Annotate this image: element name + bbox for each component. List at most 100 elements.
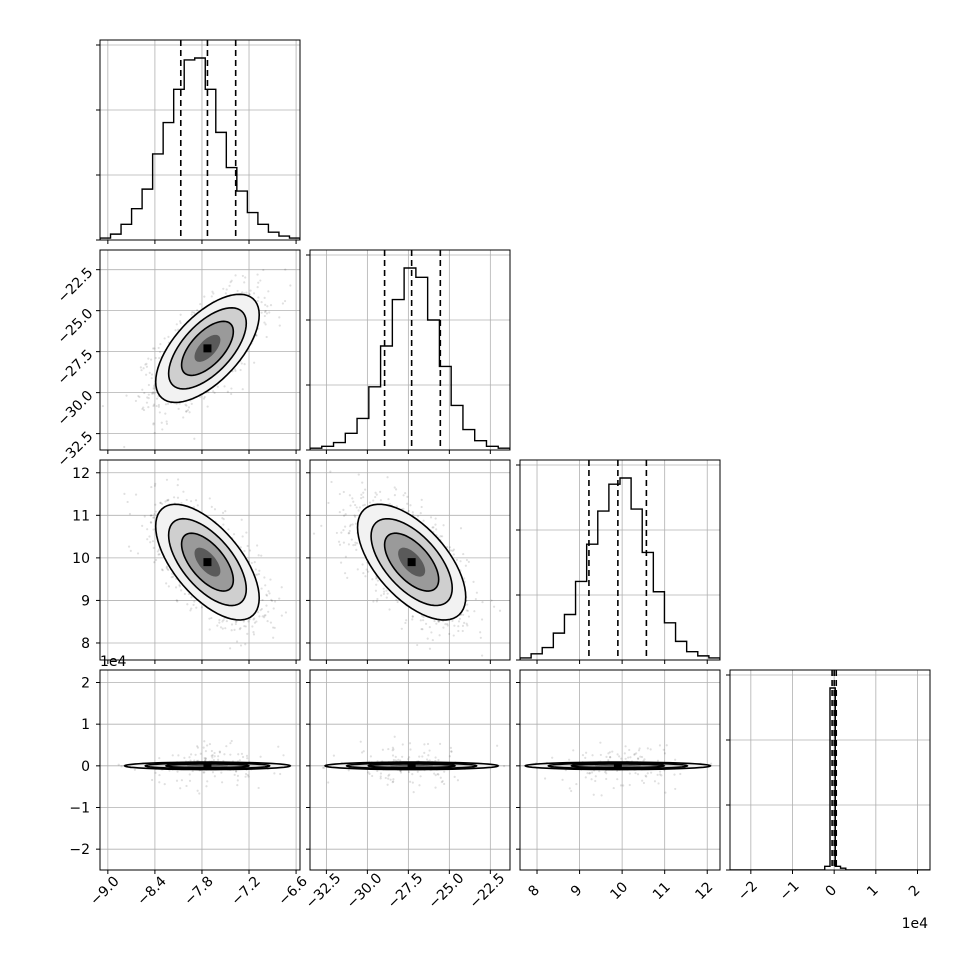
- scatter-point: [189, 759, 192, 762]
- scatter-point: [452, 548, 456, 551]
- scatter-point: [182, 416, 185, 419]
- scatter-point: [185, 404, 188, 407]
- panel-frame: [99, 459, 301, 661]
- scatter-point: [466, 609, 469, 612]
- scatter-point: [269, 303, 273, 307]
- scatter-point: [264, 584, 267, 587]
- scatter-point: [165, 478, 169, 481]
- scatter-point: [203, 295, 206, 298]
- scatter-point: [272, 636, 275, 639]
- scatter-point: [263, 296, 266, 299]
- scatter-point: [230, 387, 233, 390]
- density-peak: [407, 558, 416, 567]
- scatter-point: [437, 620, 440, 623]
- scatter-point: [216, 624, 219, 627]
- scatter-point: [165, 582, 168, 585]
- scatter-point: [382, 587, 385, 590]
- scatter-point: [350, 538, 353, 541]
- scatter-point: [337, 540, 341, 543]
- scatter-point: [268, 311, 271, 314]
- scatter-point: [385, 589, 388, 592]
- scatter-point: [365, 568, 368, 571]
- scatter-point: [374, 495, 377, 499]
- scatter-point: [349, 504, 352, 507]
- scatter-point: [165, 565, 169, 568]
- scatter-point: [461, 624, 465, 627]
- scatter-point: [188, 411, 191, 414]
- contour-line: [154, 293, 261, 404]
- scatter-point: [204, 759, 207, 762]
- scatter-point: [354, 503, 357, 507]
- scatter-point: [420, 505, 423, 509]
- scatter-point: [434, 517, 437, 520]
- scatter-point: [256, 573, 259, 576]
- scatter-point: [208, 628, 211, 631]
- scatter-point: [160, 421, 163, 424]
- scatter-point: [245, 291, 248, 294]
- panel-inner: [100, 40, 300, 240]
- scatter-point: [281, 302, 284, 305]
- scatter-point: [264, 309, 267, 313]
- scatter-point: [264, 614, 267, 617]
- scatter-point: [211, 290, 214, 293]
- panel-inner: [100, 250, 300, 450]
- scatter-point: [175, 779, 179, 782]
- scatter-point: [241, 291, 244, 294]
- scatter-point: [451, 549, 454, 552]
- scatter-point: [420, 627, 423, 631]
- scatter-point: [252, 630, 255, 634]
- scatter-point: [152, 387, 155, 390]
- scatter-point: [406, 502, 409, 505]
- scatter-point: [406, 495, 409, 498]
- scatter-point: [498, 609, 502, 612]
- scatter-point: [126, 500, 129, 504]
- scatter-point: [407, 509, 410, 513]
- scatter-point: [402, 507, 405, 510]
- scatter-point: [160, 568, 164, 571]
- scatter-point: [157, 405, 160, 408]
- scatter-point: [213, 391, 216, 395]
- scatter-point: [185, 410, 188, 413]
- scatter-point: [152, 404, 155, 408]
- scatter-point: [255, 334, 258, 337]
- scatter-point: [176, 496, 180, 499]
- scatter-point: [199, 303, 202, 306]
- scatter-point: [216, 385, 219, 388]
- scatter-point: [244, 276, 247, 279]
- scatter-point: [465, 609, 468, 612]
- scatter-point: [265, 312, 269, 315]
- scatter-point: [357, 473, 360, 476]
- scatter-point: [260, 311, 263, 314]
- scatter-point: [218, 618, 221, 622]
- scatter-point: [175, 599, 178, 602]
- scatter-point: [253, 621, 257, 624]
- scatter-point: [409, 504, 412, 507]
- scatter-point: [264, 323, 267, 326]
- scatter-point: [349, 523, 352, 526]
- scatter-point: [156, 550, 159, 553]
- scatter-point: [411, 615, 414, 618]
- scatter-point: [127, 545, 131, 548]
- scatter-point: [266, 305, 269, 308]
- scatter-point: [238, 628, 241, 631]
- scatter-point: [145, 362, 148, 365]
- scatter-point: [404, 492, 407, 495]
- scatter-point: [219, 626, 223, 629]
- scatter-point: [142, 408, 146, 412]
- scatter-point: [344, 513, 347, 516]
- scatter-point: [146, 396, 149, 399]
- scatter-point: [241, 535, 244, 538]
- scatter-point: [189, 500, 193, 503]
- scatter-point: [351, 497, 354, 500]
- contour-line: [154, 503, 261, 621]
- scatter-point: [356, 568, 359, 571]
- scatter-point: [430, 631, 433, 634]
- scatter-point: [230, 629, 233, 632]
- grid: [100, 670, 300, 870]
- scatter-point: [457, 629, 460, 633]
- scatter-point: [431, 526, 434, 529]
- scatter-point: [243, 549, 246, 553]
- scatter-point: [187, 406, 191, 409]
- scatter-point: [147, 406, 150, 409]
